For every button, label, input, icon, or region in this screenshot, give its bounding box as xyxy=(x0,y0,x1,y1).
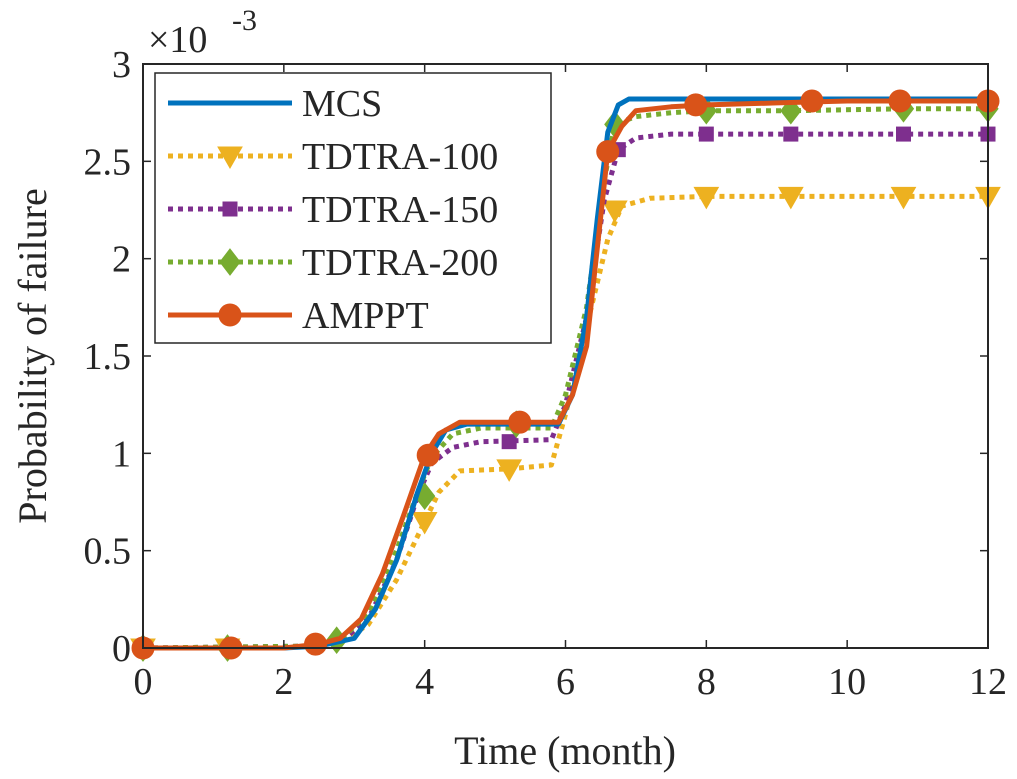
series-layer xyxy=(130,89,1001,662)
legend-label-tdtra-200: TDTRA-200 xyxy=(302,242,498,284)
series-amppt xyxy=(131,89,1000,660)
data-point-amppt xyxy=(304,632,328,656)
x-tick-label: 4 xyxy=(415,661,434,703)
legend-marker-tdtra-150 xyxy=(222,201,238,217)
y-exponent-base: ×10 xyxy=(148,19,207,61)
legend-marker-tdtra-200 xyxy=(219,248,241,276)
legend: MCS TDTRA-100 TDTRA-150 TDTRA-200 AMPPT xyxy=(154,72,552,344)
data-point-amppt xyxy=(416,443,440,467)
data-point-tdtra-150 xyxy=(698,126,714,142)
legend-entry-tdtra-150: TDTRA-150 xyxy=(168,189,498,231)
legend-marker-tdtra-100 xyxy=(217,146,243,170)
data-point-amppt xyxy=(508,410,532,434)
y-exponent-power: -3 xyxy=(232,4,257,37)
legend-entry-tdtra-100: TDTRA-100 xyxy=(168,136,498,178)
data-point-amppt xyxy=(888,89,912,113)
y-tick-label: 0 xyxy=(112,628,131,670)
legend-label-tdtra-150: TDTRA-150 xyxy=(302,189,498,231)
legend-label-tdtra-100: TDTRA-100 xyxy=(302,136,498,178)
data-point-amppt xyxy=(596,140,620,164)
y-tick-label: 2.5 xyxy=(84,141,132,183)
data-point-tdtra-100 xyxy=(890,186,917,210)
data-point-tdtra-150 xyxy=(501,434,517,450)
data-point-tdtra-100 xyxy=(693,186,720,210)
data-point-tdtra-100 xyxy=(496,459,523,482)
y-tick-label: 1 xyxy=(112,433,131,475)
y-tick-label: 0.5 xyxy=(84,531,132,573)
ticks-layer: 0 2 4 6 8 10 12 0 0.5 1 1.5 2 2.5 3 xyxy=(84,44,1008,703)
legend-entry-mcs: MCS xyxy=(168,83,382,125)
data-point-tdtra-100 xyxy=(601,200,628,224)
legend-entry-amppt: AMPPT xyxy=(168,295,429,337)
y-tick-label: 3 xyxy=(112,44,131,86)
x-tick-label: 6 xyxy=(556,661,575,703)
data-point-tdtra-100 xyxy=(777,186,804,210)
x-tick-label: 10 xyxy=(828,661,866,703)
y-tick-label: 1.5 xyxy=(84,336,132,378)
legend-label-mcs: MCS xyxy=(302,83,382,125)
y-axis-label: Probability of failure xyxy=(10,188,55,523)
data-point-tdtra-100 xyxy=(411,511,438,535)
legend-label-amppt: AMPPT xyxy=(302,295,429,337)
data-point-amppt xyxy=(684,93,708,117)
data-point-amppt xyxy=(800,89,824,113)
x-tick-label: 2 xyxy=(274,661,293,703)
legend-entry-tdtra-200: TDTRA-200 xyxy=(168,242,498,284)
x-axis-label: Time (month) xyxy=(454,728,676,773)
data-point-tdtra-150 xyxy=(896,126,911,142)
legend-marker-amppt xyxy=(218,303,242,327)
x-tick-label: 8 xyxy=(697,661,716,703)
data-point-tdtra-150 xyxy=(783,126,799,142)
x-tick-label: 12 xyxy=(969,661,1007,703)
y-tick-label: 2 xyxy=(112,239,131,281)
x-tick-label: 0 xyxy=(134,661,153,703)
